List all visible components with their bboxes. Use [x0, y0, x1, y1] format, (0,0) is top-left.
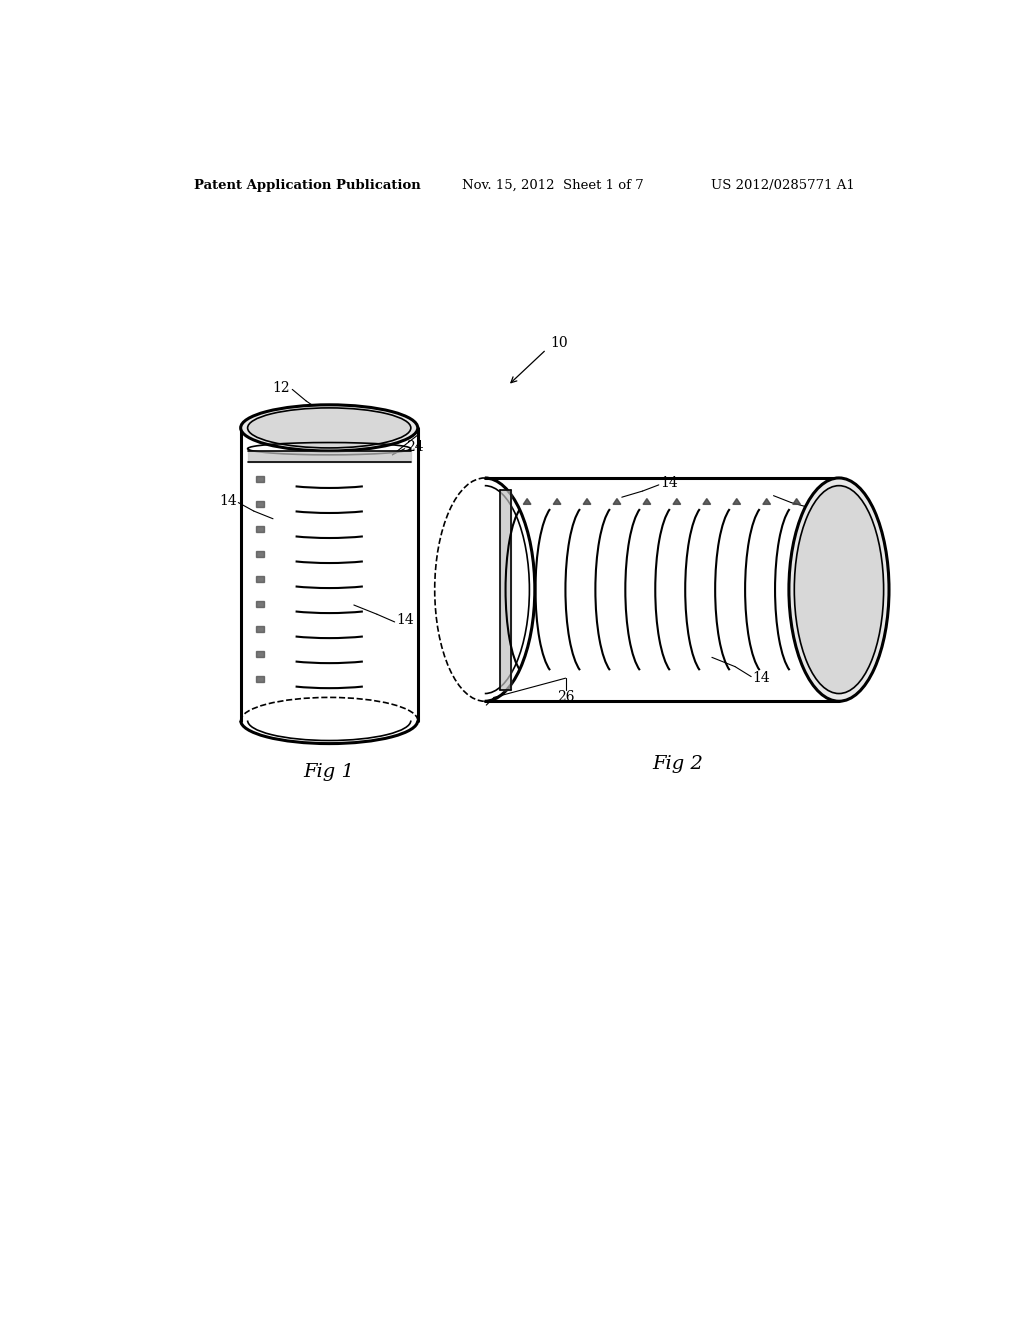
Text: 14: 14: [396, 614, 414, 627]
Polygon shape: [484, 478, 839, 701]
Ellipse shape: [241, 405, 418, 451]
Polygon shape: [523, 499, 531, 504]
Polygon shape: [241, 428, 418, 721]
Polygon shape: [553, 499, 561, 504]
Text: 14: 14: [753, 671, 770, 685]
Polygon shape: [248, 451, 411, 462]
Text: 12: 12: [272, 381, 290, 395]
Text: Patent Application Publication: Patent Application Publication: [194, 178, 421, 191]
Text: 14: 14: [219, 494, 237, 508]
Polygon shape: [673, 499, 681, 504]
Text: US 2012/0285771 A1: US 2012/0285771 A1: [711, 178, 854, 191]
Text: 26: 26: [557, 690, 574, 705]
Polygon shape: [793, 499, 801, 504]
Polygon shape: [702, 499, 711, 504]
Polygon shape: [256, 626, 264, 632]
Ellipse shape: [788, 478, 889, 701]
Polygon shape: [256, 525, 264, 532]
Polygon shape: [583, 499, 591, 504]
Polygon shape: [763, 499, 770, 504]
Polygon shape: [643, 499, 650, 504]
Text: 24: 24: [407, 440, 424, 454]
Ellipse shape: [795, 486, 884, 693]
Polygon shape: [256, 475, 264, 482]
Polygon shape: [256, 500, 264, 507]
Text: Fig 2: Fig 2: [652, 755, 702, 774]
Polygon shape: [256, 550, 264, 557]
Polygon shape: [256, 576, 264, 582]
Polygon shape: [256, 676, 264, 682]
Text: 14: 14: [660, 477, 678, 490]
Polygon shape: [500, 490, 511, 689]
Text: 10: 10: [550, 337, 568, 350]
Polygon shape: [256, 651, 264, 657]
Polygon shape: [733, 499, 740, 504]
Text: 12: 12: [807, 498, 824, 512]
Text: Fig 1: Fig 1: [304, 763, 354, 781]
Polygon shape: [613, 499, 621, 504]
Ellipse shape: [248, 408, 411, 447]
Polygon shape: [256, 601, 264, 607]
Text: 26: 26: [360, 437, 378, 450]
Text: Nov. 15, 2012  Sheet 1 of 7: Nov. 15, 2012 Sheet 1 of 7: [462, 178, 643, 191]
